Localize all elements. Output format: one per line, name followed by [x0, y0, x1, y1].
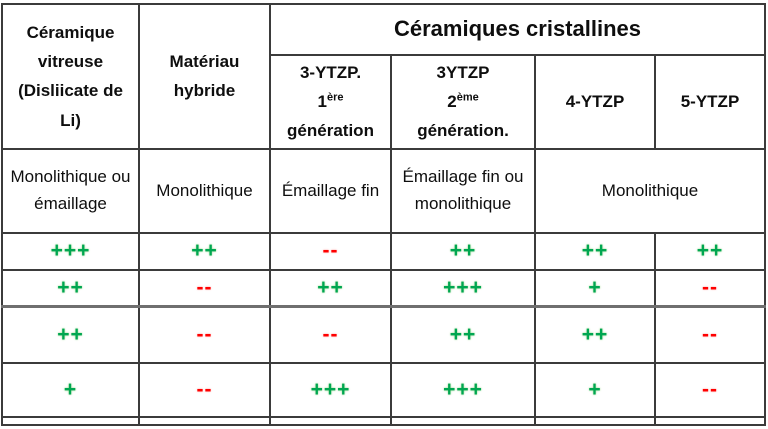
- positive-rating-symbol: +++: [443, 377, 483, 401]
- negative-rating-symbol: --: [322, 239, 339, 263]
- rating-row: +++ ++ -- ++ ++ ++: [1, 231, 767, 271]
- presentation-body: Monolithique ou émaillage Monolithique É…: [1, 147, 767, 234]
- positive-rating-symbol: ++: [57, 322, 84, 346]
- rating-cell: +++: [269, 361, 392, 418]
- rating-cell: +: [1, 361, 140, 418]
- rating-cell: --: [269, 305, 392, 364]
- header-ceramiques-cristallines: Céramiques cristallines: [268, 3, 767, 56]
- rating-cell: ++: [138, 231, 271, 271]
- clipped-next-row: [1, 415, 767, 426]
- rating-cell: +++: [1, 231, 140, 271]
- header-ceramique-vitreuse: Céramique vitreuse (Disliicate de Li): [1, 3, 140, 150]
- rating-cell: --: [269, 231, 392, 271]
- positive-rating-symbol: +++: [310, 377, 351, 401]
- positive-rating-symbol: +: [63, 377, 78, 401]
- presentation-cell-vitreous: Monolithique ou émaillage: [1, 147, 140, 234]
- negative-rating-symbol: --: [196, 275, 213, 299]
- rating-cell: ++: [1, 268, 140, 308]
- rating-cell: ++: [269, 268, 392, 308]
- presentation-cell-4-5ytzp: Monolithique: [533, 147, 767, 234]
- positive-rating-symbol: ++: [449, 239, 477, 263]
- header-row-group: Céramique vitreuse (Disliicate de Li) Ma…: [1, 3, 767, 150]
- rating-cell: ++: [390, 305, 536, 364]
- rating-cell: +++: [390, 268, 536, 308]
- header-3ytzp-gen2-line2: 2ème: [447, 91, 479, 112]
- positive-rating-symbol: +++: [50, 239, 91, 263]
- presentation-cell-hybrid: Monolithique: [138, 147, 271, 234]
- positive-rating-symbol: +: [588, 377, 602, 401]
- header-row-subcolumns: 3-YTZP. 1ère génération 3YTZP 2ème génér…: [2, 54, 767, 150]
- rating-row: ++ -- ++ +++ + --: [1, 268, 767, 308]
- positive-rating-symbol: +: [588, 275, 602, 299]
- rating-cell: --: [653, 305, 767, 364]
- rating-cell: --: [653, 361, 767, 418]
- positive-rating-symbol: ++: [696, 239, 724, 263]
- positive-rating-symbol: ++: [191, 239, 218, 263]
- positive-rating-symbol: ++: [449, 322, 477, 346]
- presentation-cell-3ytzp-gen1: Émaillage fin: [269, 147, 392, 234]
- negative-rating-symbol: --: [702, 377, 718, 401]
- rating-row: + -- +++ +++ + --: [1, 361, 767, 418]
- negative-rating-symbol: --: [322, 322, 339, 346]
- ceramics-comparison-table: Céramique vitreuse (Disliicate de Li) Ma…: [1, 3, 767, 426]
- rating-row: ++ -- -- ++ ++ --: [1, 305, 767, 364]
- rating-cell: +++: [390, 361, 536, 418]
- rating-cell: +: [534, 268, 656, 308]
- header-4ytzp: 4-YTZP: [534, 54, 656, 150]
- presentation-cell-3ytzp-gen2: Émaillage fin ou monolithique: [390, 147, 536, 234]
- positive-rating-symbol: ++: [581, 239, 609, 263]
- rating-cell: ++: [534, 305, 656, 364]
- rating-cell: --: [138, 305, 271, 364]
- header-3ytzp-gen1-line2: 1ère: [317, 91, 344, 112]
- header-3ytzp-gen2-line1: 3YTZP: [436, 63, 490, 82]
- rating-cell: ++: [390, 231, 536, 271]
- negative-rating-symbol: --: [196, 377, 213, 401]
- rating-cell: +: [534, 361, 656, 418]
- positive-rating-symbol: ++: [581, 322, 609, 346]
- header-3ytzp-gen1: 3-YTZP. 1ère génération: [269, 54, 392, 150]
- positive-rating-symbol: ++: [57, 275, 84, 299]
- ratings-body: +++ ++ -- ++ ++ ++ ++ -- ++ +++ + -- ++ -- -- ++ ++ -- + --…: [1, 231, 767, 418]
- rating-cell: --: [138, 268, 271, 308]
- header-3ytzp-gen1-line1: 3-YTZP.: [299, 63, 362, 82]
- gen1-superscript: ère: [326, 91, 344, 104]
- positive-rating-symbol: +++: [443, 275, 483, 299]
- table-header: Céramique vitreuse (Disliicate de Li) Ma…: [1, 3, 767, 150]
- gen2-superscript: ème: [456, 91, 479, 104]
- rating-cell: ++: [1, 305, 140, 364]
- header-materiau-hybride: Matériau hybride: [138, 3, 271, 150]
- header-5ytzp: 5-YTZP: [653, 54, 767, 150]
- positive-rating-symbol: ++: [317, 275, 344, 299]
- rating-cell: ++: [534, 231, 656, 271]
- header-3ytzp-gen1-line3: génération: [287, 121, 374, 141]
- negative-rating-symbol: --: [702, 322, 718, 346]
- clipped-next-row-body: [1, 415, 767, 426]
- presentation-row: Monolithique ou émaillage Monolithique É…: [1, 147, 767, 234]
- rating-cell: --: [653, 268, 767, 308]
- rating-cell: --: [138, 361, 271, 418]
- rating-cell: ++: [653, 231, 767, 271]
- negative-rating-symbol: --: [196, 322, 213, 346]
- header-3ytzp-gen2-line3: génération.: [417, 121, 509, 141]
- table-wrapper: Céramique vitreuse (Disliicate de Li) Ma…: [1, 3, 767, 426]
- negative-rating-symbol: --: [702, 275, 718, 299]
- header-3ytzp-gen2: 3YTZP 2ème génération.: [390, 54, 536, 150]
